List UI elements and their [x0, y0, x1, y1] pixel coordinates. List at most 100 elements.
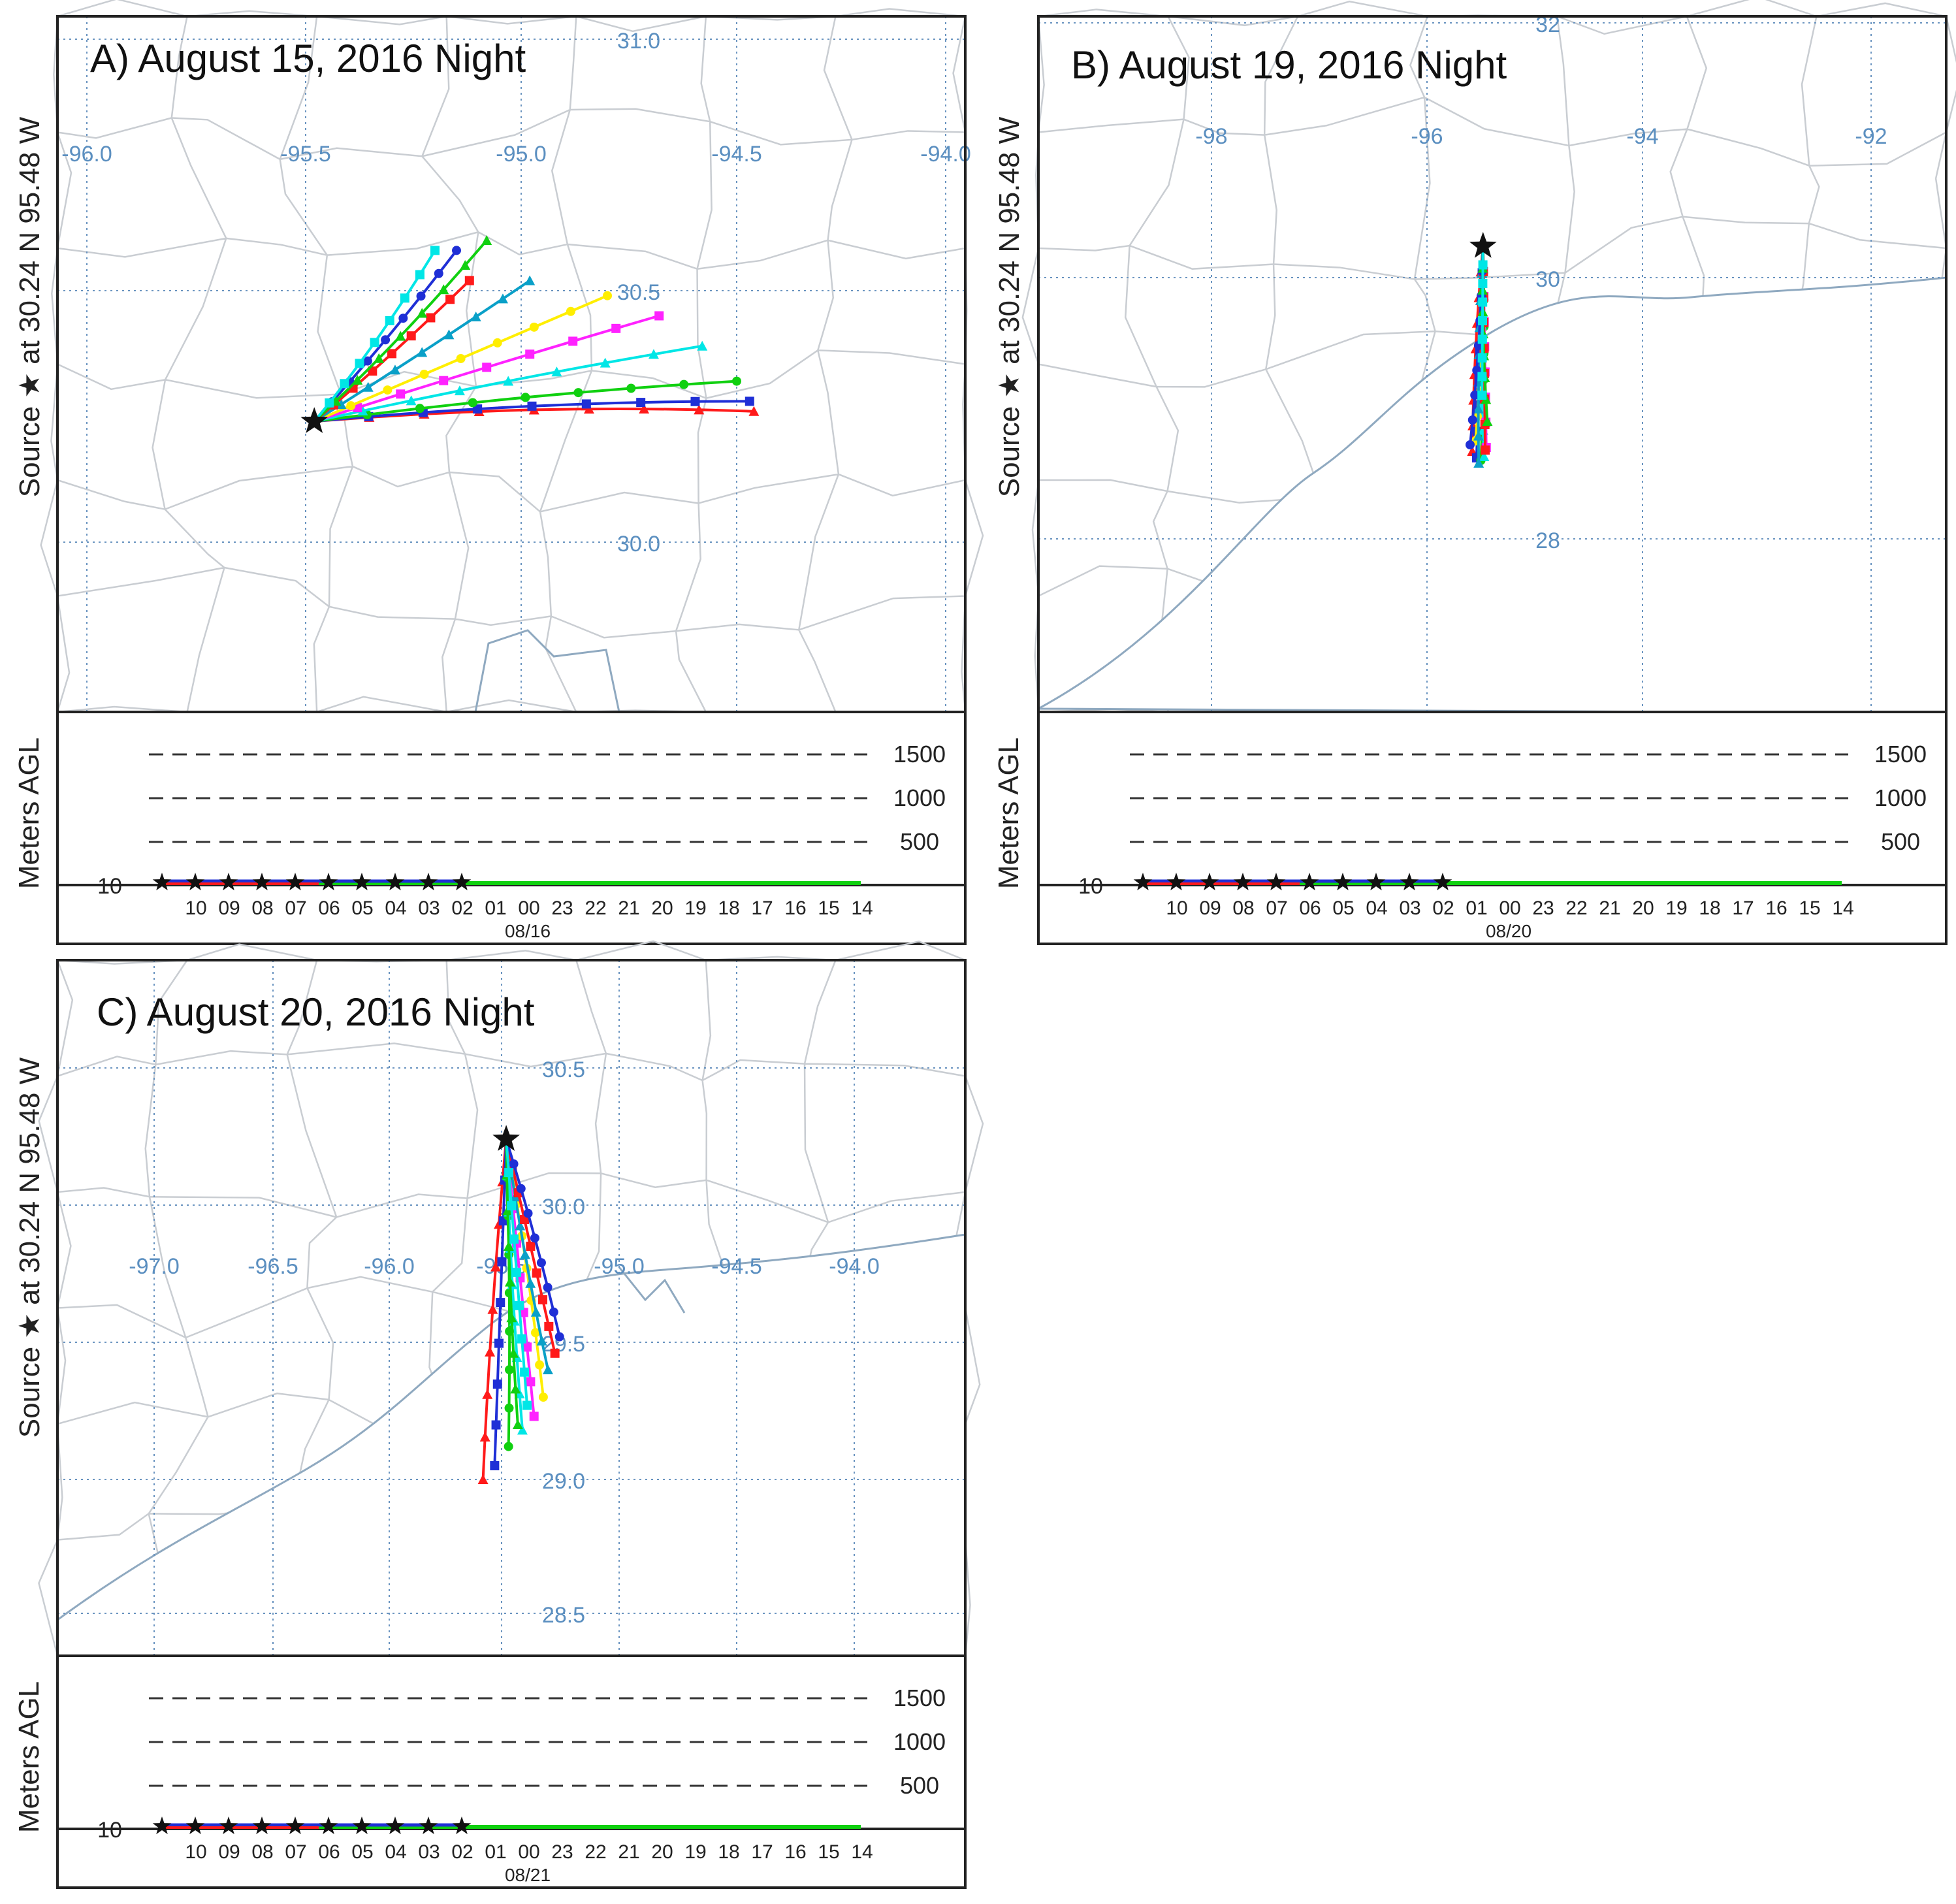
panel-c-side-label: Source ★ at 30.24 N 95.48 W	[14, 1057, 46, 1438]
trajectory-marker	[611, 323, 621, 333]
trajectory-marker	[527, 401, 537, 411]
trajectory-marker	[487, 1304, 498, 1314]
height-star-icon	[1366, 873, 1386, 891]
coastline-segment	[474, 629, 620, 713]
trajectory-marker	[492, 338, 502, 347]
time-tick-label: 20	[1632, 897, 1654, 919]
trajectory-marker	[600, 357, 611, 368]
time-tick-label: 09	[1199, 897, 1221, 919]
trajectory-marker	[523, 1208, 533, 1218]
trajectory-marker	[525, 349, 535, 359]
trajectory-marker	[554, 1332, 564, 1342]
trajectory-marker	[1470, 391, 1480, 400]
trajectory-marker	[460, 260, 471, 270]
trajectory-marker	[355, 359, 364, 368]
time-tick-label: 03	[1399, 897, 1420, 919]
height-star-icon	[1266, 873, 1286, 891]
height-tick-label: 500	[900, 828, 939, 855]
trajectory-marker	[417, 308, 428, 318]
trajectory-marker	[536, 1335, 547, 1346]
trajectory-marker	[543, 1283, 553, 1292]
trajectory-marker	[509, 1159, 519, 1169]
trajectory-marker	[340, 379, 349, 389]
time-tick-label: 02	[451, 897, 473, 919]
panel-a-side-label: Source ★ at 30.24 N 95.48 W	[14, 116, 46, 498]
trajectory-marker	[362, 356, 372, 366]
trajectory-marker	[505, 1365, 515, 1374]
longitude-label: -94	[1626, 124, 1658, 149]
time-tick-label: 20	[651, 897, 673, 919]
trajectory-marker	[400, 293, 409, 303]
trajectory-marker	[415, 270, 425, 280]
trajectory-marker	[509, 1234, 519, 1244]
trajectory-marker	[470, 312, 481, 321]
trajectory-marker	[522, 1400, 532, 1410]
time-tick-label: 06	[318, 1841, 340, 1863]
trajectory-marker	[529, 322, 539, 332]
height-tick-label: 1500	[1874, 741, 1927, 767]
time-tick-label: 18	[718, 897, 739, 919]
time-tick-label: 23	[551, 1841, 573, 1863]
trajectory-marker	[529, 1412, 539, 1421]
time-tick-label: 07	[285, 897, 306, 919]
trajectory-marker	[517, 1334, 527, 1344]
trajectory-marker	[626, 383, 636, 393]
trajectory-marker	[697, 340, 708, 351]
trajectory-marker	[482, 363, 492, 372]
longitude-label: -94.5	[711, 142, 762, 167]
panel-c: -97.0 -96.5 -96.0 -95.5 -95.0 -94.5 -94.0 30.5 3…	[38, 940, 984, 1889]
time-tick-label: 06	[318, 897, 340, 919]
trajectory-marker	[694, 404, 705, 415]
trajectory-marker	[387, 349, 396, 359]
height-star-icon	[419, 1816, 438, 1835]
trajectory-marker	[530, 1306, 541, 1317]
trajectory-marker	[352, 374, 363, 385]
trajectory-marker	[1479, 451, 1490, 461]
trajectory-marker	[374, 353, 385, 363]
county-borders	[40, 0, 984, 732]
longitude-label: -96	[1411, 124, 1443, 149]
trajectory-marker	[515, 1220, 526, 1231]
height-panel-frame	[1037, 711, 1948, 945]
time-tick-label: 17	[751, 897, 773, 919]
trajectory-marker	[538, 1393, 548, 1402]
trajectory-marker	[573, 388, 583, 398]
trajectory-marker	[417, 347, 428, 357]
trajectory-marker	[732, 376, 741, 386]
time-tick-label: 15	[818, 1841, 839, 1863]
trajectory-marker	[679, 379, 689, 389]
trajectory-marker	[468, 398, 477, 408]
height-star-icon	[385, 1816, 405, 1835]
time-tick-label: 05	[351, 1841, 373, 1863]
time-tick-label: 16	[784, 897, 806, 919]
trajectory-marker	[583, 404, 594, 414]
height-star-icon	[252, 873, 272, 891]
trajectory-marker	[362, 381, 374, 392]
trajectory-marker	[497, 1257, 507, 1267]
height-panel-frame	[56, 711, 967, 945]
trajectory-marker	[477, 1474, 489, 1484]
longitude-label: -96.5	[248, 1254, 298, 1279]
time-tick-label: 01	[485, 1841, 506, 1863]
time-tick-label: 15	[818, 897, 839, 919]
time-tick-label: 09	[218, 1841, 240, 1863]
bay-coastline	[618, 1267, 686, 1314]
trajectory-marker	[639, 404, 650, 414]
time-tick-label: 05	[351, 897, 373, 919]
height-base-label: 10	[97, 1818, 122, 1843]
time-tick-label: 07	[1266, 897, 1287, 919]
trajectory-marker	[395, 331, 406, 341]
trajectory-marker	[544, 1321, 554, 1331]
height-star-icon	[452, 873, 472, 891]
source-star-icon	[1469, 232, 1497, 258]
trajectory-marker	[383, 385, 393, 395]
time-tick-label: 22	[585, 1841, 606, 1863]
trajectory-marker	[690, 396, 700, 406]
trajectory-marker	[648, 349, 659, 359]
time-tick-label: 08	[251, 1841, 273, 1863]
trajectory-marker	[504, 1403, 514, 1413]
panel-b-side-label: Source ★ at 30.24 N 95.48 W	[993, 116, 1025, 498]
time-tick-label: 08	[1232, 897, 1254, 919]
height-star-icon	[285, 1816, 305, 1835]
trajectory-marker	[654, 311, 664, 321]
